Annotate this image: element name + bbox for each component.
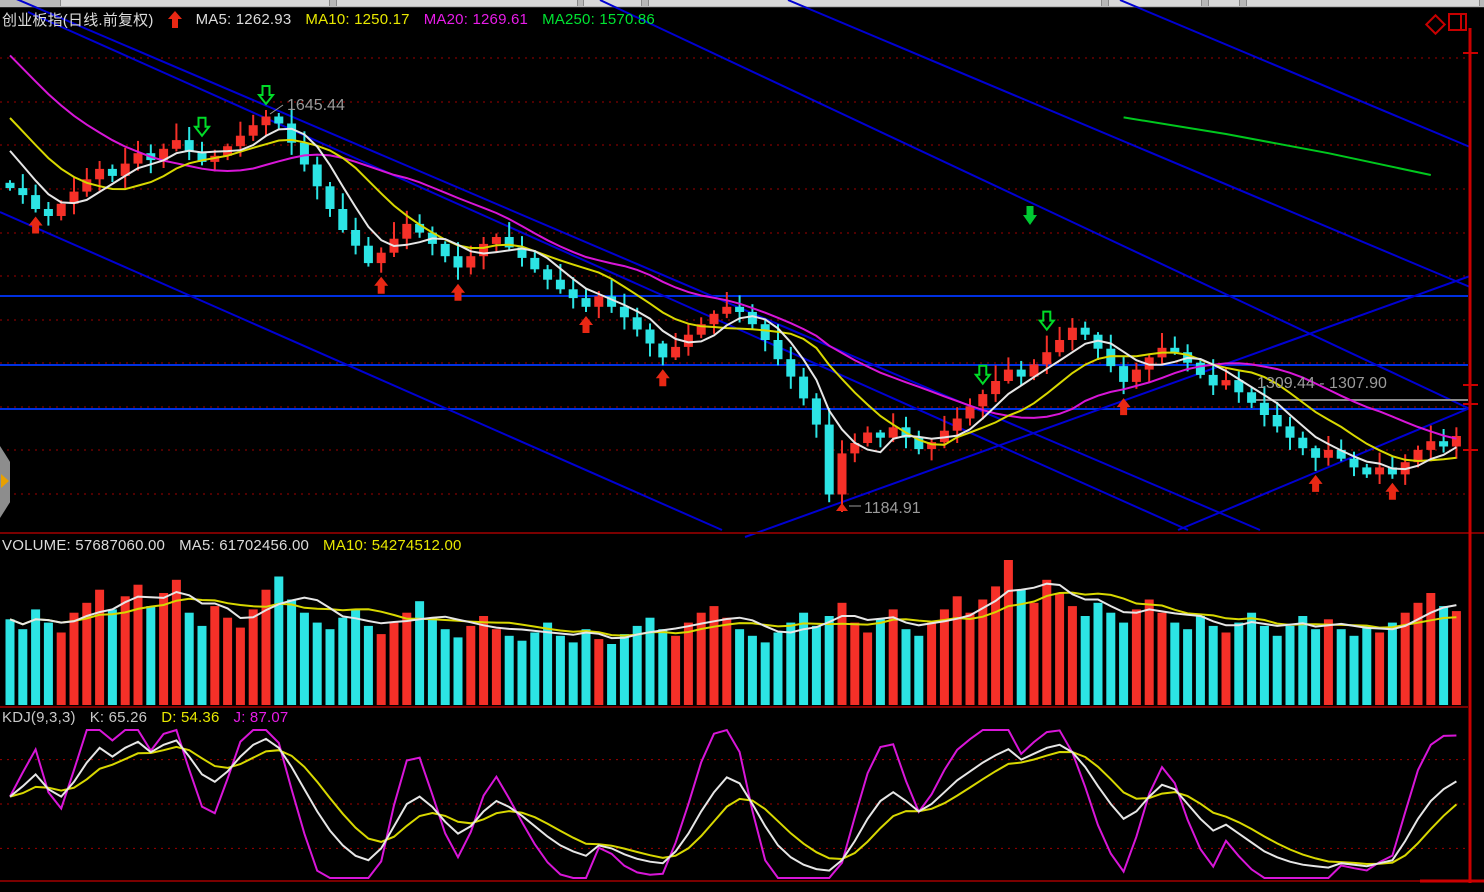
- top-scrollbar[interactable]: [0, 0, 1484, 8]
- ma5-value: MA5: 1262.93: [195, 11, 292, 28]
- scrollbar-segment[interactable]: [648, 0, 1102, 6]
- annotation-high: 1645.44: [287, 97, 345, 114]
- scrollbar-segment[interactable]: [336, 0, 578, 6]
- ma20-value: MA20: 1269.61: [423, 11, 529, 28]
- scrollbar-segment[interactable]: [1108, 0, 1202, 6]
- left-panel-toggle[interactable]: [0, 446, 10, 518]
- kdj-header: KDJ(9,3,3) K: 65.26 D: 54.36 J: 87.07: [2, 709, 288, 726]
- volume-value: VOLUME: 57687060.00: [2, 537, 166, 554]
- scrollbar-segment[interactable]: [1246, 0, 1480, 6]
- volume-header: VOLUME: 57687060.00 MA5: 61702456.00 MA1…: [2, 537, 462, 554]
- ma250-value: MA250: 1570.86: [542, 11, 655, 28]
- scrollbar-segment[interactable]: [1208, 0, 1240, 6]
- volume-ma10-value: MA10: 54274512.00: [323, 537, 462, 554]
- kdj-k-value: K: 65.26: [89, 709, 148, 726]
- up-arrow-icon: [167, 11, 182, 28]
- kdj-d-value: D: 54.36: [161, 709, 220, 726]
- scrollbar-segment[interactable]: [583, 0, 642, 6]
- main-chart-header: 创业板指(日线.前复权) MA5: 1262.93 MA10: 1250.17 …: [2, 9, 655, 30]
- ma10-value: MA10: 1250.17: [305, 11, 410, 28]
- window-panes-icon[interactable]: [1448, 13, 1467, 31]
- annotation-last-range: 1309.44 - 1307.90: [1257, 375, 1387, 392]
- index-title: 创业板指(日线.前复权): [2, 12, 154, 29]
- annotation-low: 1184.91: [864, 500, 921, 517]
- scrollbar-segment[interactable]: [60, 0, 330, 6]
- kdj-j-value: J: 87.07: [233, 709, 289, 726]
- toggle-arrow-icon: [1, 474, 9, 488]
- volume-ma5-value: MA5: 61702456.00: [179, 537, 310, 554]
- kdj-label: KDJ(9,3,3): [2, 709, 76, 726]
